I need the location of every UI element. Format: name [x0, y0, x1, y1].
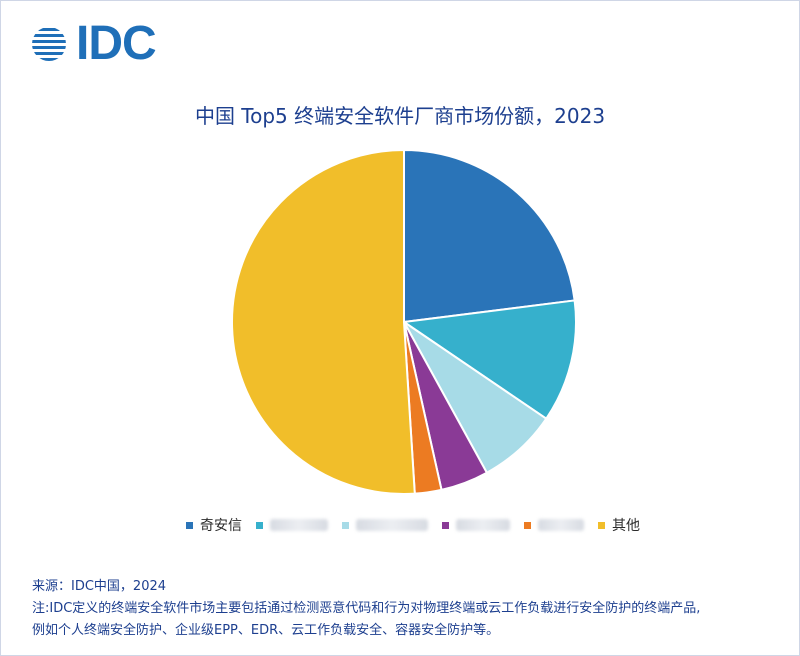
legend-item-3: [442, 519, 510, 531]
pie-slice-5: [230, 148, 416, 495]
legend-swatch-0: [186, 521, 193, 529]
legend-swatch-2: [342, 521, 349, 529]
legend-label-redacted-3: [456, 519, 510, 531]
chart-legend: 奇安信 其他: [186, 514, 654, 536]
legend-swatch-4: [524, 521, 531, 529]
legend-item-2: [342, 519, 428, 531]
pie-slice-1: [401, 299, 577, 421]
legend-item-1: [256, 519, 328, 531]
idc-logo: IDC: [28, 17, 168, 70]
legend-item-0: 奇安信: [186, 515, 242, 535]
legend-label-0: 奇安信: [200, 518, 242, 534]
source-text: 来源：IDC中国，2024: [32, 579, 167, 594]
logo-text: IDC: [76, 17, 157, 70]
legend-swatch-3: [442, 521, 449, 529]
legend-swatch-1: [256, 521, 263, 529]
legend-label-redacted-2: [356, 519, 428, 531]
note-line-2: 例如个人终端安全防护、企业级EPP、EDR、云工作负载安全、容器安全防护等。: [32, 623, 500, 638]
pie-slice-0: [403, 148, 576, 324]
note-line-1: 注:IDC定义的终端安全软件市场主要包括通过检测恶意代码和行为对物理终端或云工作…: [32, 601, 701, 616]
legend-item-5: 其他: [598, 515, 640, 535]
legend-swatch-5: [598, 521, 605, 529]
legend-label-5: 其他: [612, 518, 640, 534]
legend-label-redacted-1: [270, 519, 328, 531]
legend-label-redacted-4: [538, 519, 584, 531]
globe-icon: [32, 28, 66, 61]
chart-title: 中国 Top5 终端安全软件厂商市场份额，2023: [194, 104, 606, 128]
chart-footer: 来源：IDC中国，2024 注:IDC定义的终端安全软件市场主要包括通过检测恶意…: [32, 576, 700, 642]
legend-item-4: [524, 519, 584, 531]
